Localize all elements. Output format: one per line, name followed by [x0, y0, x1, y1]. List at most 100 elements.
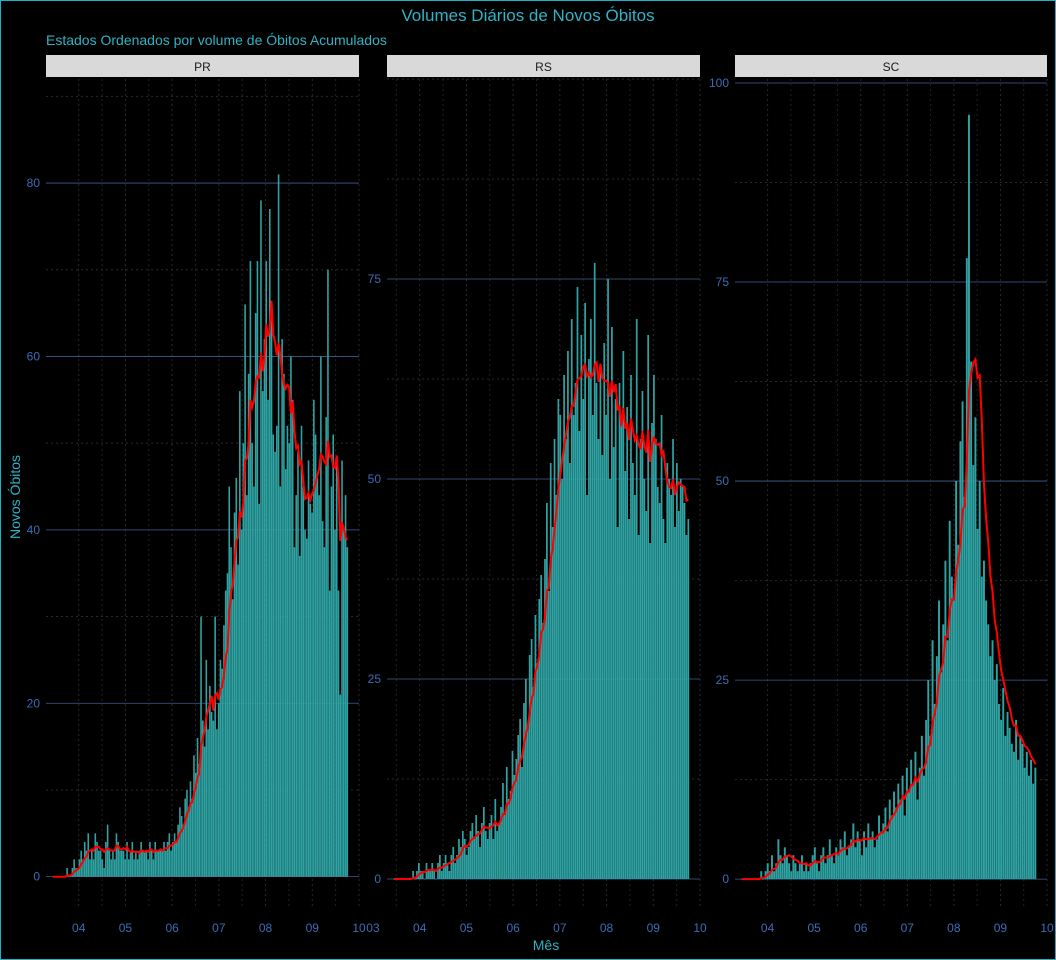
facet-strip-label: SC: [883, 60, 900, 74]
bar: [660, 415, 663, 879]
bar: [685, 535, 688, 879]
bar: [117, 841, 120, 877]
bar: [69, 876, 72, 878]
bar: [828, 839, 831, 880]
bar: [980, 576, 983, 880]
x-axis-label: Mês: [532, 937, 560, 953]
facet-strip-label: PR: [194, 60, 211, 74]
bar: [444, 855, 447, 879]
bar: [620, 423, 623, 879]
bar: [869, 839, 872, 880]
x-tick-label: 08: [259, 921, 273, 935]
bar: [582, 399, 585, 879]
bar: [149, 841, 151, 877]
bar: [110, 859, 112, 877]
bar: [281, 339, 283, 877]
bar: [96, 841, 98, 877]
bar: [210, 711, 213, 877]
bar: [1019, 735, 1022, 880]
bar: [295, 495, 298, 877]
bar: [953, 600, 955, 880]
bar: [826, 855, 829, 880]
bar: [788, 863, 791, 880]
bar: [580, 335, 583, 879]
bar: [635, 319, 638, 879]
bar: [553, 439, 556, 879]
x-tick-label: 09: [647, 921, 661, 935]
bar: [649, 543, 651, 879]
bar: [551, 527, 554, 879]
bar: [781, 863, 784, 880]
bar: [630, 375, 632, 879]
bar: [307, 460, 310, 877]
bar: [1034, 767, 1037, 880]
bar: [246, 495, 248, 877]
bar: [346, 547, 349, 877]
bar: [618, 383, 621, 879]
bar: [653, 375, 655, 879]
bar: [500, 807, 502, 879]
bar: [258, 503, 260, 877]
bar: [588, 359, 590, 879]
bar: [935, 656, 938, 880]
bar: [976, 528, 979, 880]
bar: [440, 871, 443, 879]
bar: [929, 735, 932, 880]
bar: [843, 831, 846, 880]
bar: [154, 841, 157, 877]
bar: [465, 855, 468, 879]
y-tick-label: 0: [33, 870, 40, 884]
bar: [316, 477, 319, 877]
bar: [523, 703, 525, 879]
bar: [189, 781, 192, 877]
x-tick-label: 10: [1040, 921, 1054, 935]
bar: [672, 439, 674, 879]
bar: [341, 460, 343, 877]
bar: [622, 351, 625, 879]
bar: [421, 871, 424, 879]
bar: [662, 519, 665, 879]
bar: [321, 521, 324, 877]
x-tick-label: 04: [761, 921, 775, 935]
bar: [423, 879, 426, 880]
bar: [835, 847, 838, 880]
bar: [574, 383, 577, 879]
bar: [674, 527, 676, 879]
bar: [540, 575, 543, 879]
bar: [1002, 688, 1005, 880]
bar: [884, 807, 887, 880]
bar: [978, 481, 981, 880]
bar: [337, 590, 340, 877]
bar: [918, 767, 921, 880]
bar: [334, 529, 336, 877]
bar: [165, 850, 167, 877]
x-tick-label: 05: [807, 921, 821, 935]
panel-sc: SC 0 25 50 75 100 04 05 06 07 08 09 10: [709, 55, 1054, 935]
bar: [792, 855, 795, 880]
bar: [332, 434, 335, 877]
bar: [888, 799, 891, 880]
bar: [654, 439, 657, 879]
bar: [311, 512, 313, 877]
bar: [122, 850, 125, 877]
bar: [570, 319, 573, 879]
bar: [240, 529, 243, 877]
bar: [305, 538, 308, 877]
bar: [249, 261, 252, 877]
bar: [798, 863, 801, 880]
bar: [567, 351, 569, 879]
bar: [283, 373, 285, 877]
bar: [182, 824, 185, 877]
bar: [163, 841, 165, 877]
bar: [475, 815, 478, 879]
bar: [298, 555, 301, 877]
bar: [839, 839, 842, 880]
bar: [995, 664, 998, 880]
bar: [783, 847, 786, 880]
x-tick-label: 09: [306, 921, 320, 935]
bar: [286, 425, 289, 877]
bar: [985, 600, 988, 880]
bar: [268, 209, 271, 877]
bar: [442, 863, 445, 879]
bar: [473, 839, 476, 879]
